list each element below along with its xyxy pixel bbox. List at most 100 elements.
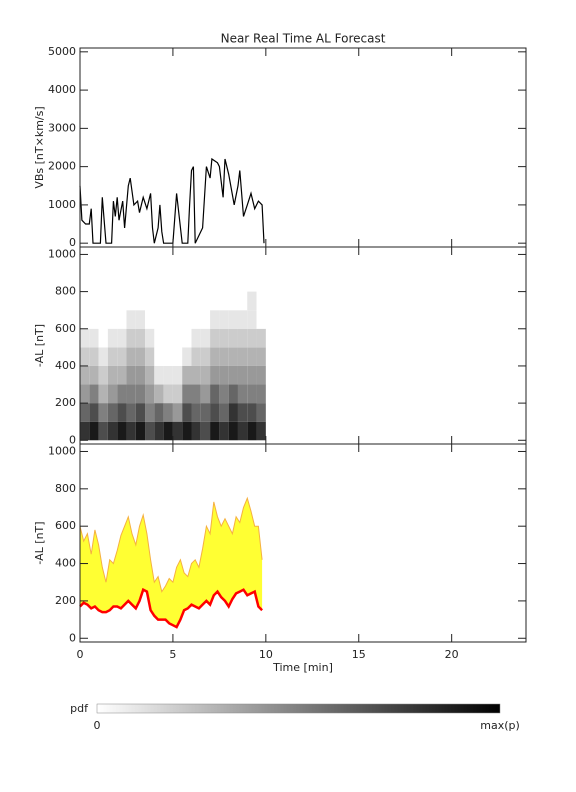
- pdf-cell: [182, 421, 192, 441]
- panel-frame: [79, 443, 527, 643]
- pdf-cell: [117, 291, 127, 311]
- pdf-cell: [172, 384, 183, 404]
- chart-title: Near Real Time AL Forecast: [221, 32, 386, 46]
- pdf-cell: [145, 347, 155, 366]
- y-tick-label: 800: [55, 285, 76, 298]
- pdf-cell: [117, 310, 127, 329]
- pdf-cell: [210, 347, 220, 366]
- vbs-line: [79, 157, 265, 244]
- pdf-cell: [228, 328, 238, 348]
- colorbar-label: pdf: [70, 702, 89, 715]
- pdf-cell: [163, 347, 173, 366]
- pdf-cell: [107, 384, 118, 404]
- pdf-cell: [182, 310, 192, 329]
- pdf-cell: [135, 421, 146, 441]
- pdf-cell: [182, 328, 192, 348]
- pdf-cell: [228, 421, 238, 441]
- pdf-cell: [107, 328, 118, 348]
- pdf-cell: [172, 365, 183, 385]
- pdf-cell: [256, 291, 266, 311]
- pdf-cell: [80, 365, 90, 385]
- y-tick-label: 800: [55, 482, 76, 495]
- pdf-cell: [228, 403, 238, 422]
- pdf-cell: [145, 310, 155, 329]
- pdf-cell: [182, 291, 192, 311]
- pdf-cell: [135, 403, 146, 422]
- pdf-cell: [163, 310, 173, 329]
- pdf-cell: [200, 291, 211, 311]
- pdf-cell: [80, 328, 90, 348]
- pdf-cell: [117, 403, 127, 422]
- pdf-cell: [145, 365, 155, 385]
- pdf-cell: [154, 291, 164, 311]
- y-tick-label: 400: [55, 359, 76, 372]
- pdf-cell: [89, 291, 99, 311]
- pdf-cell: [247, 328, 257, 348]
- pdf-cell: [247, 310, 257, 329]
- pdf-cell: [117, 328, 127, 348]
- pdf-cell: [210, 365, 220, 385]
- pdf-cell: [126, 421, 136, 441]
- pdf-cell: [182, 347, 192, 366]
- pdf-cell: [247, 421, 257, 441]
- pdf-cell: [154, 384, 164, 404]
- y-tick-label: 600: [55, 322, 76, 335]
- pdf-cell: [237, 365, 248, 385]
- pdf-cell: [126, 347, 136, 366]
- forecast-band: [80, 498, 263, 628]
- pdf-cell: [237, 291, 248, 311]
- pdf-cell: [154, 310, 164, 329]
- y-tick-label: 1000: [48, 198, 76, 211]
- pdf-cell: [89, 403, 99, 422]
- pdf-cell: [154, 365, 164, 385]
- y-axis-label: -AL [nT]: [33, 324, 46, 367]
- pdf-cell: [210, 310, 220, 329]
- pdf-cell: [172, 328, 183, 348]
- pdf-cell: [126, 310, 136, 329]
- y-tick-label: 2000: [48, 160, 76, 173]
- pdf-cell: [182, 403, 192, 422]
- pdf-cell: [89, 347, 99, 366]
- pdf-cell: [191, 384, 201, 404]
- pdf-cell: [256, 384, 266, 404]
- pdf-cell: [154, 328, 164, 348]
- pdf-cell: [135, 328, 146, 348]
- pdf-cell: [154, 347, 164, 366]
- y-tick-label: 4000: [48, 83, 76, 96]
- pdf-cell: [172, 347, 183, 366]
- pdf-cell: [228, 384, 238, 404]
- pdf-cell: [210, 291, 220, 311]
- pdf-cell: [163, 291, 173, 311]
- pdf-cell: [210, 421, 220, 441]
- pdf-cell: [117, 384, 127, 404]
- pdf-cell: [145, 421, 155, 441]
- pdf-cell: [237, 328, 248, 348]
- pdf-cell: [237, 347, 248, 366]
- pdf-cell: [126, 403, 136, 422]
- pdf-cell: [154, 403, 164, 422]
- y-tick-label: 400: [55, 557, 76, 570]
- pdf-cell: [191, 347, 201, 366]
- y-axis-label: -AL [nT]: [33, 521, 46, 564]
- pdf-cell: [163, 421, 173, 441]
- pdf-cell: [219, 347, 229, 366]
- pdf-cell: [145, 403, 155, 422]
- x-tick-label: 20: [445, 648, 459, 661]
- y-tick-label: 0: [69, 236, 76, 249]
- y-tick-label: 5000: [48, 45, 76, 58]
- pdf-cell: [107, 347, 118, 366]
- y-tick-label: 0: [69, 631, 76, 644]
- pdf-cell: [172, 310, 183, 329]
- pdf-cell: [89, 365, 99, 385]
- y-tick-label: 200: [55, 594, 76, 607]
- pdf-cell: [237, 421, 248, 441]
- pdf-cell: [247, 291, 257, 311]
- pdf-cell: [98, 291, 108, 311]
- pdf-cell: [163, 384, 173, 404]
- pdf-cell: [107, 403, 118, 422]
- pdf-cell: [228, 347, 238, 366]
- y-tick-label: 1000: [48, 247, 76, 260]
- pdf-cell: [89, 421, 99, 441]
